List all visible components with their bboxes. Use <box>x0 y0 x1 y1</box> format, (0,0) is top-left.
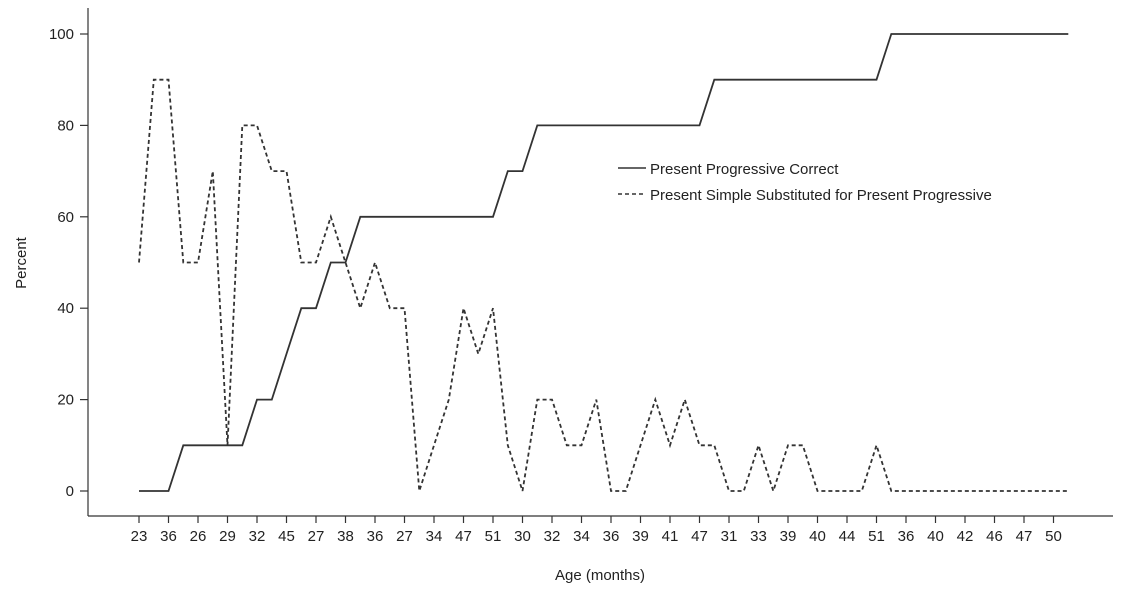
x-tick-label: 40 <box>809 528 826 545</box>
x-tick-label: 34 <box>426 528 443 545</box>
series-line-present-progressive-correct <box>139 33 1069 492</box>
x-tick-label: 39 <box>780 528 797 545</box>
y-tick-label: 20 <box>57 392 74 409</box>
legend: Present Progressive Correct Present Simp… <box>618 161 992 204</box>
axes <box>87 8 1113 517</box>
series-layer <box>138 33 1069 494</box>
x-tick-label: 50 <box>1045 528 1062 545</box>
x-tick-label: 32 <box>249 528 266 545</box>
legend-label-present-simple-substituted: Present Simple Substituted for Present P… <box>650 187 992 204</box>
x-tick-label: 47 <box>455 528 472 545</box>
x-tick-label: 42 <box>957 528 974 545</box>
x-tick-label: 27 <box>308 528 325 545</box>
x-ticks: 23 36 26 29 32 45 27 38 36 27 34 47 51 30 32 34 36 39 41 47… <box>131 516 1062 545</box>
x-tick-label: 23 <box>131 528 148 545</box>
x-tick-label: 39 <box>632 528 649 545</box>
x-tick-label: 47 <box>1016 528 1033 545</box>
x-tick-label: 44 <box>839 528 856 545</box>
legend-label-present-progressive-correct: Present Progressive Correct <box>650 161 839 178</box>
x-tick-label: 38 <box>337 528 354 545</box>
x-tick-label: 51 <box>485 528 502 545</box>
y-tick-label: 0 <box>66 483 74 500</box>
x-tick-label: 40 <box>927 528 944 545</box>
x-tick-label: 27 <box>396 528 413 545</box>
x-tick-label: 29 <box>219 528 236 545</box>
y-tick-label: 80 <box>57 117 74 134</box>
x-tick-label: 31 <box>721 528 738 545</box>
x-tick-label: 36 <box>367 528 384 545</box>
x-tick-label: 47 <box>691 528 708 545</box>
x-tick-label: 36 <box>603 528 620 545</box>
x-tick-label: 32 <box>544 528 561 545</box>
series-line-present-simple-substituted <box>138 78 1069 494</box>
x-tick-label: 36 <box>160 528 177 545</box>
x-tick-label: 36 <box>898 528 915 545</box>
y-ticks: 0 20 40 60 80 100 <box>49 26 88 500</box>
x-tick-label: 45 <box>278 528 295 545</box>
x-tick-label: 41 <box>662 528 679 545</box>
x-tick-label: 34 <box>573 528 590 545</box>
x-tick-label: 46 <box>986 528 1003 545</box>
x-tick-label: 51 <box>868 528 885 545</box>
y-axis-title: Percent <box>13 236 30 289</box>
y-tick-label: 40 <box>57 300 74 317</box>
y-tick-label: 60 <box>57 209 74 226</box>
x-tick-label: 26 <box>190 528 207 545</box>
x-tick-label: 33 <box>750 528 767 545</box>
x-tick-label: 30 <box>514 528 531 545</box>
x-axis-title: Age (months) <box>555 567 645 584</box>
y-tick-label: 100 <box>49 26 74 43</box>
